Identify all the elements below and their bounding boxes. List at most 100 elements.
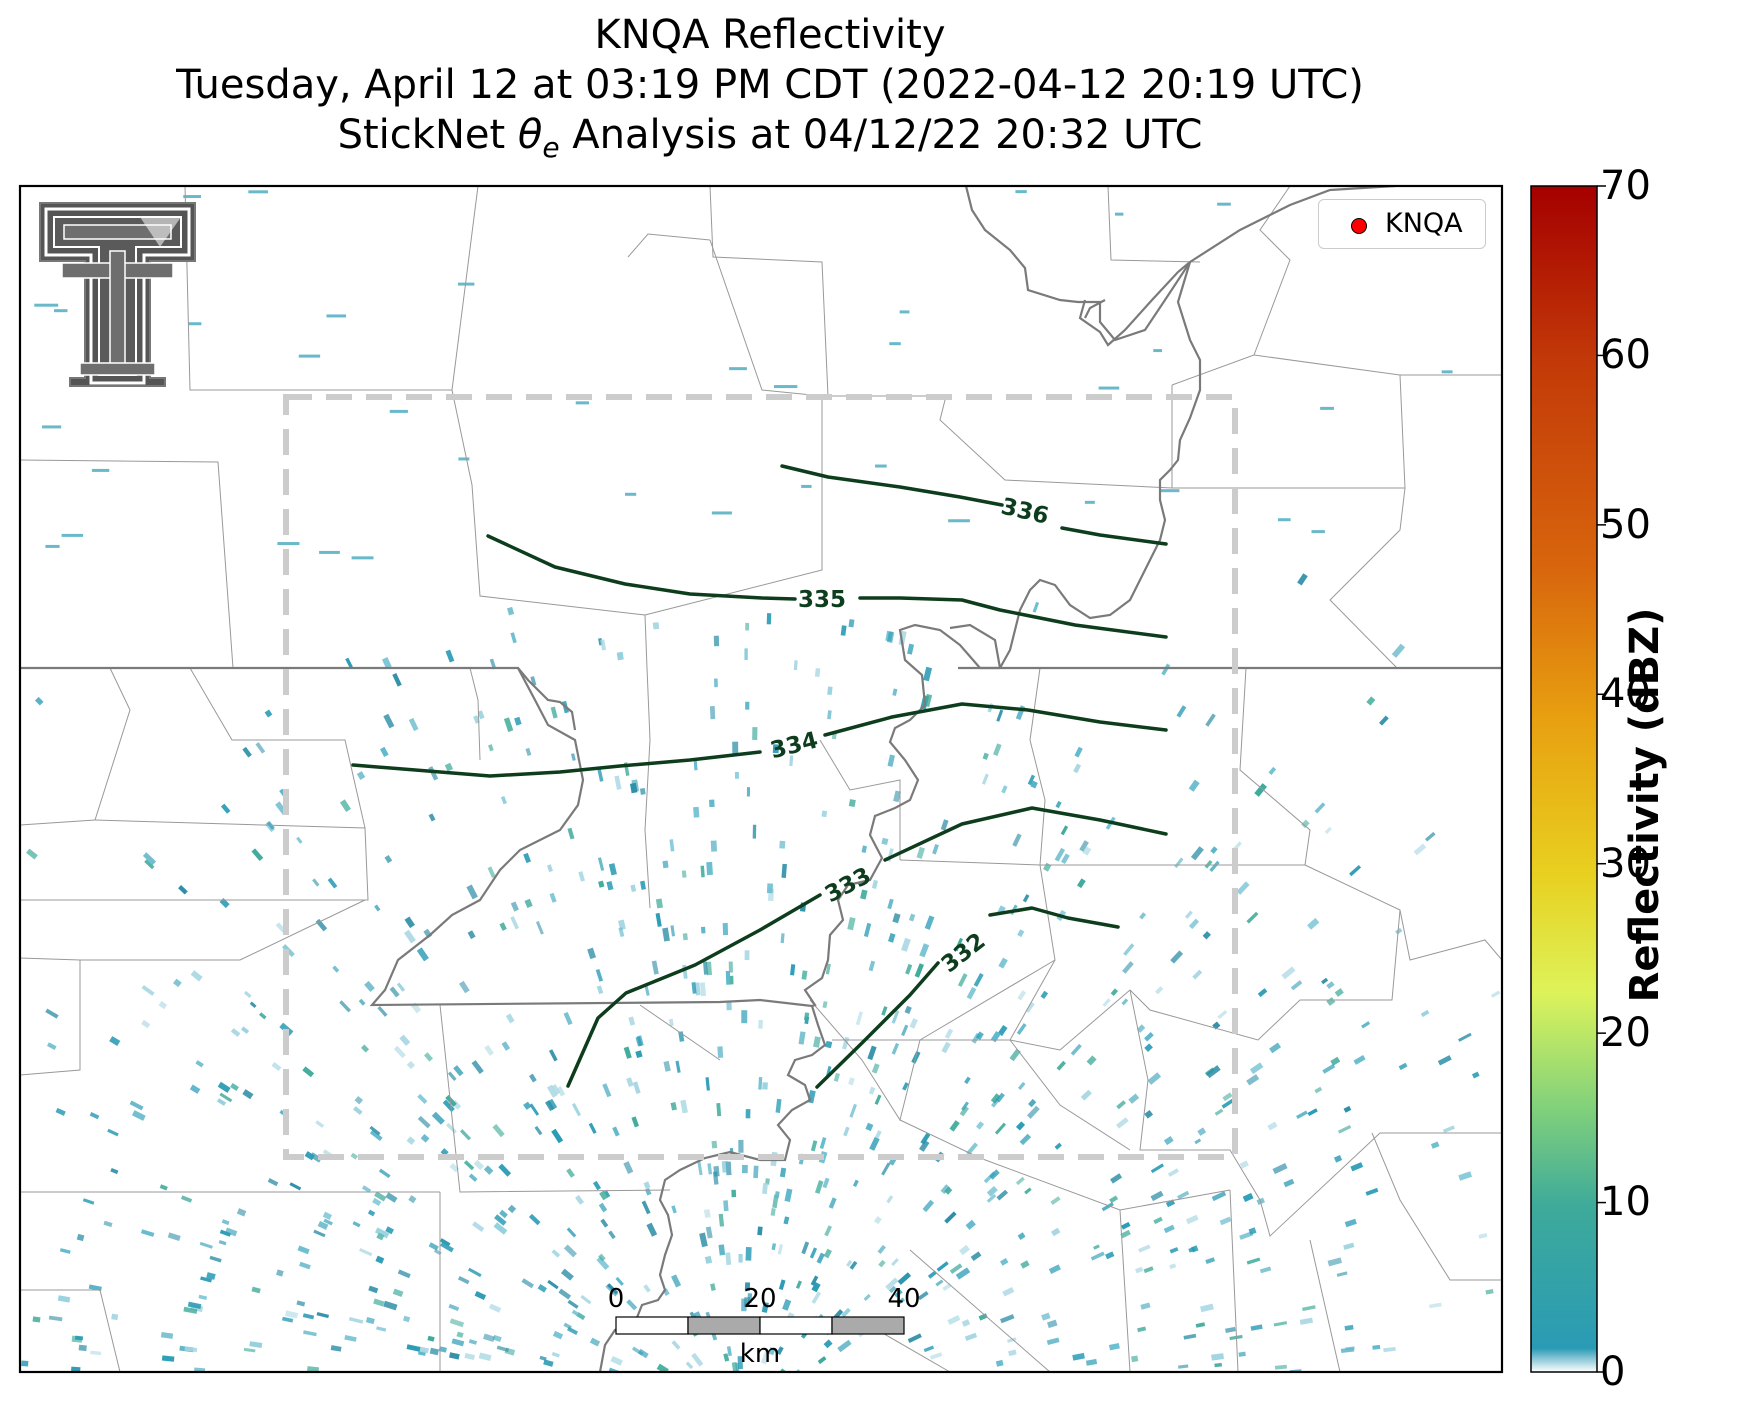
echo-gate bbox=[496, 1345, 509, 1353]
echo-gate bbox=[973, 972, 984, 987]
echo-gate bbox=[406, 1136, 416, 1146]
echo-gate bbox=[1290, 980, 1303, 991]
echo-gate bbox=[1430, 1141, 1440, 1149]
echo-gate bbox=[1205, 1257, 1216, 1265]
echo-gate bbox=[927, 1270, 938, 1279]
echo-gate bbox=[744, 1282, 751, 1291]
echo-gate bbox=[587, 947, 597, 960]
echo-gate bbox=[1344, 1218, 1357, 1228]
echo-gate bbox=[339, 1000, 351, 1013]
echo-gate bbox=[598, 880, 605, 888]
echo-gate bbox=[323, 1218, 333, 1226]
echo-gate bbox=[1041, 1312, 1051, 1321]
echo-gate bbox=[442, 1099, 455, 1113]
echo-gate bbox=[889, 342, 901, 346]
echo-gate bbox=[863, 922, 872, 938]
echo-gate bbox=[209, 1255, 222, 1263]
echo-gate bbox=[766, 613, 772, 625]
echo-gate bbox=[833, 1072, 840, 1082]
echo-gate bbox=[218, 1240, 227, 1246]
echo-gate bbox=[936, 1261, 949, 1272]
echo-gate bbox=[848, 799, 856, 808]
echo-gate bbox=[680, 1099, 688, 1114]
echo-gate bbox=[944, 1028, 954, 1039]
echo-gate bbox=[111, 1313, 119, 1321]
echo-gate bbox=[319, 550, 340, 554]
echo-gate bbox=[949, 1263, 963, 1275]
echo-gate bbox=[1391, 643, 1406, 658]
echo-gate bbox=[905, 963, 913, 975]
echo-gate bbox=[1219, 1216, 1232, 1226]
echo-gate bbox=[600, 1218, 609, 1228]
echo-gate bbox=[907, 643, 915, 655]
echo-gate bbox=[616, 651, 624, 661]
echo-gate bbox=[1185, 1214, 1199, 1225]
echo-gate bbox=[770, 1208, 776, 1216]
echo-gate bbox=[1177, 1190, 1190, 1200]
echo-gate bbox=[327, 877, 338, 889]
echo-gate bbox=[875, 464, 887, 468]
echo-gate bbox=[396, 982, 406, 992]
echo-gate bbox=[571, 1309, 581, 1318]
echo-gate bbox=[745, 701, 750, 710]
echo-gate bbox=[488, 1303, 502, 1313]
echo-gate bbox=[383, 1300, 398, 1311]
scale-tick-0: 0 bbox=[607, 1284, 625, 1314]
echo-gate bbox=[1085, 1358, 1098, 1366]
echo-gate bbox=[1217, 1009, 1228, 1020]
echo-gate bbox=[499, 1209, 508, 1219]
echo-gate bbox=[592, 1180, 602, 1191]
echo-gate bbox=[195, 1060, 204, 1068]
echo-gate bbox=[389, 986, 400, 998]
echo-gate bbox=[1350, 1162, 1364, 1172]
echo-gate bbox=[230, 1083, 239, 1092]
echo-gate bbox=[444, 762, 454, 772]
echo-gate bbox=[458, 457, 470, 461]
echo-gate bbox=[995, 1092, 1005, 1103]
echo-gate bbox=[472, 1221, 485, 1232]
echo-gate bbox=[996, 1189, 1009, 1201]
echo-gate bbox=[745, 1246, 752, 1261]
echo-gate bbox=[861, 845, 867, 853]
echo-gate bbox=[612, 1126, 620, 1137]
echo-gate bbox=[848, 1077, 855, 1086]
echo-gate bbox=[959, 1105, 969, 1117]
echo-gate bbox=[144, 859, 155, 870]
echo-gate bbox=[236, 1208, 247, 1217]
echo-gate bbox=[369, 1125, 381, 1136]
echo-gate bbox=[781, 863, 787, 878]
echo-gate bbox=[713, 678, 718, 688]
echo-gate bbox=[546, 1084, 558, 1098]
echo-gate bbox=[630, 884, 637, 892]
echo-gate bbox=[655, 898, 663, 909]
echo-gate bbox=[551, 1249, 561, 1258]
echo-gate bbox=[74, 1335, 84, 1341]
echo-gate bbox=[725, 970, 731, 985]
echo-gate bbox=[352, 1106, 363, 1115]
echo-gate bbox=[892, 913, 901, 924]
echo-gate bbox=[183, 1306, 198, 1314]
echo-gate bbox=[908, 913, 916, 922]
echo-gate bbox=[681, 870, 687, 878]
echo-gate bbox=[828, 1197, 837, 1209]
echo-gate bbox=[610, 1355, 623, 1366]
echo-gate bbox=[1204, 859, 1213, 869]
echo-gate bbox=[354, 1095, 364, 1105]
echo-gate bbox=[886, 1195, 894, 1204]
echo-gate bbox=[685, 1361, 694, 1370]
echo-gate bbox=[944, 1211, 957, 1224]
echo-gate bbox=[107, 1128, 119, 1137]
echo-gate bbox=[1144, 1110, 1154, 1119]
echo-gate bbox=[32, 1316, 41, 1323]
echo-gate bbox=[383, 713, 395, 729]
echo-gate bbox=[1441, 370, 1453, 374]
scale-bar bbox=[615, 1316, 905, 1335]
echo-gate bbox=[855, 1011, 863, 1026]
echo-gate bbox=[891, 1042, 900, 1055]
echo-gate bbox=[1372, 1344, 1381, 1350]
county-boundaries bbox=[20, 186, 1502, 1372]
echo-gate bbox=[1478, 1232, 1488, 1239]
echo-gate bbox=[1028, 1098, 1037, 1108]
echo-gate bbox=[810, 1140, 818, 1152]
echo-gate bbox=[589, 1337, 601, 1347]
